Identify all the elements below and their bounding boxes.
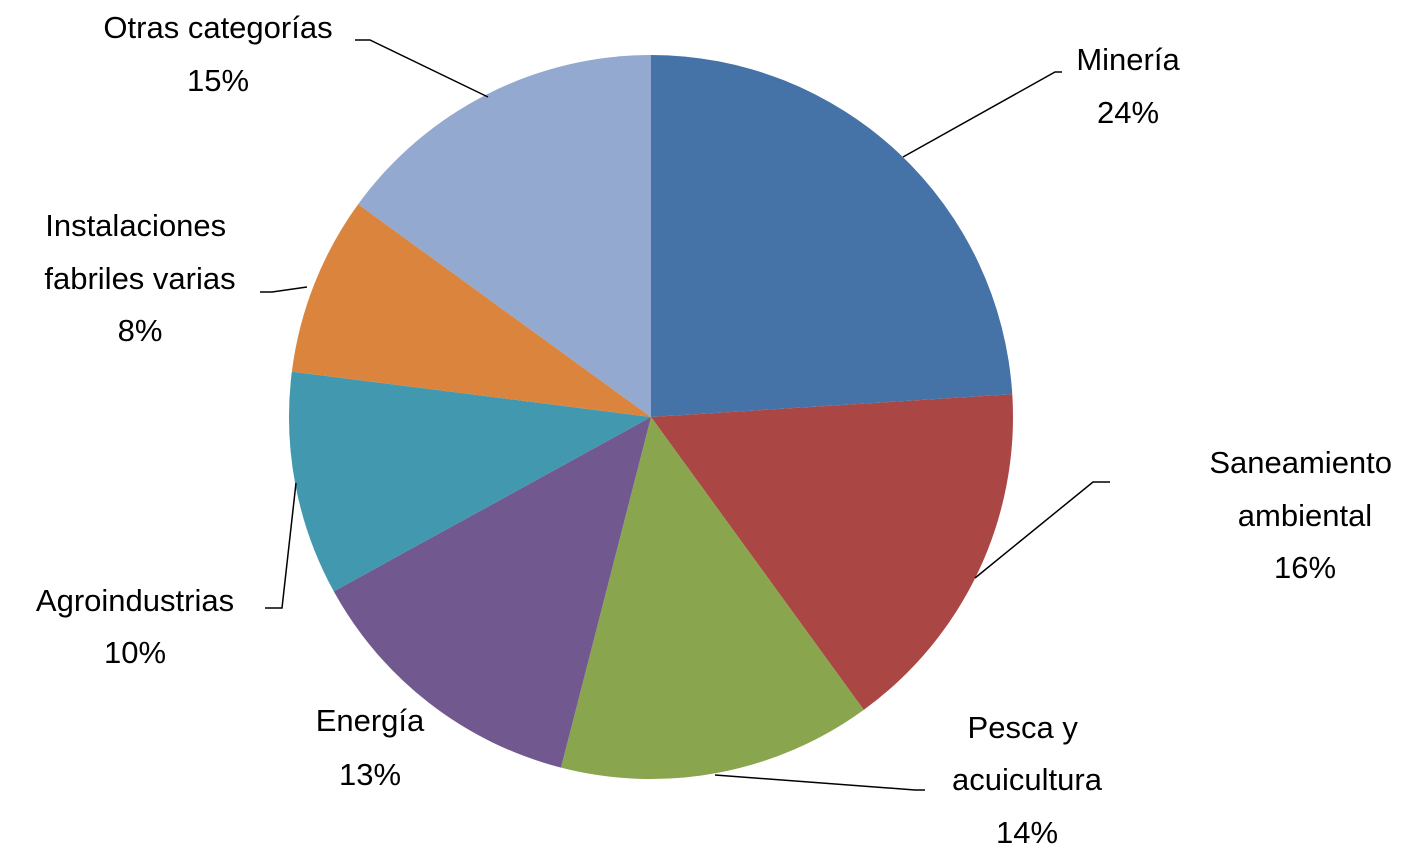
slice-label: Saneamiento ambiental [1209, 445, 1400, 533]
leader-line [355, 39, 489, 98]
value-label: 10% [104, 635, 166, 670]
slice-label: Otras categorías [103, 10, 332, 45]
leader-line [902, 71, 1062, 158]
value-label: 8% [118, 313, 163, 348]
pie-slice [291, 204, 651, 417]
pie-slice [289, 371, 651, 592]
slice-label: Minería [1076, 42, 1180, 77]
value-label: 15% [187, 63, 249, 98]
pie-slice [358, 54, 651, 417]
leader-line [974, 481, 1110, 579]
value-label: 14% [996, 815, 1058, 846]
pie-slice [651, 394, 1014, 710]
leader-line [265, 482, 297, 609]
value-label: 13% [339, 757, 401, 792]
slice-label: Agroindustrias [36, 583, 234, 618]
slice-label: Energía [316, 703, 425, 738]
value-label: 24% [1097, 95, 1159, 130]
pie-slice [651, 55, 1013, 417]
leader-line [260, 286, 308, 293]
slice-label: Instalaciones fabriles varias [44, 208, 235, 296]
pie-slice [333, 417, 651, 768]
leader-line [714, 774, 925, 791]
value-label: 16% [1274, 550, 1336, 585]
slice-label: Pesca y acuicultura [952, 710, 1103, 797]
pie-slice [560, 417, 864, 779]
